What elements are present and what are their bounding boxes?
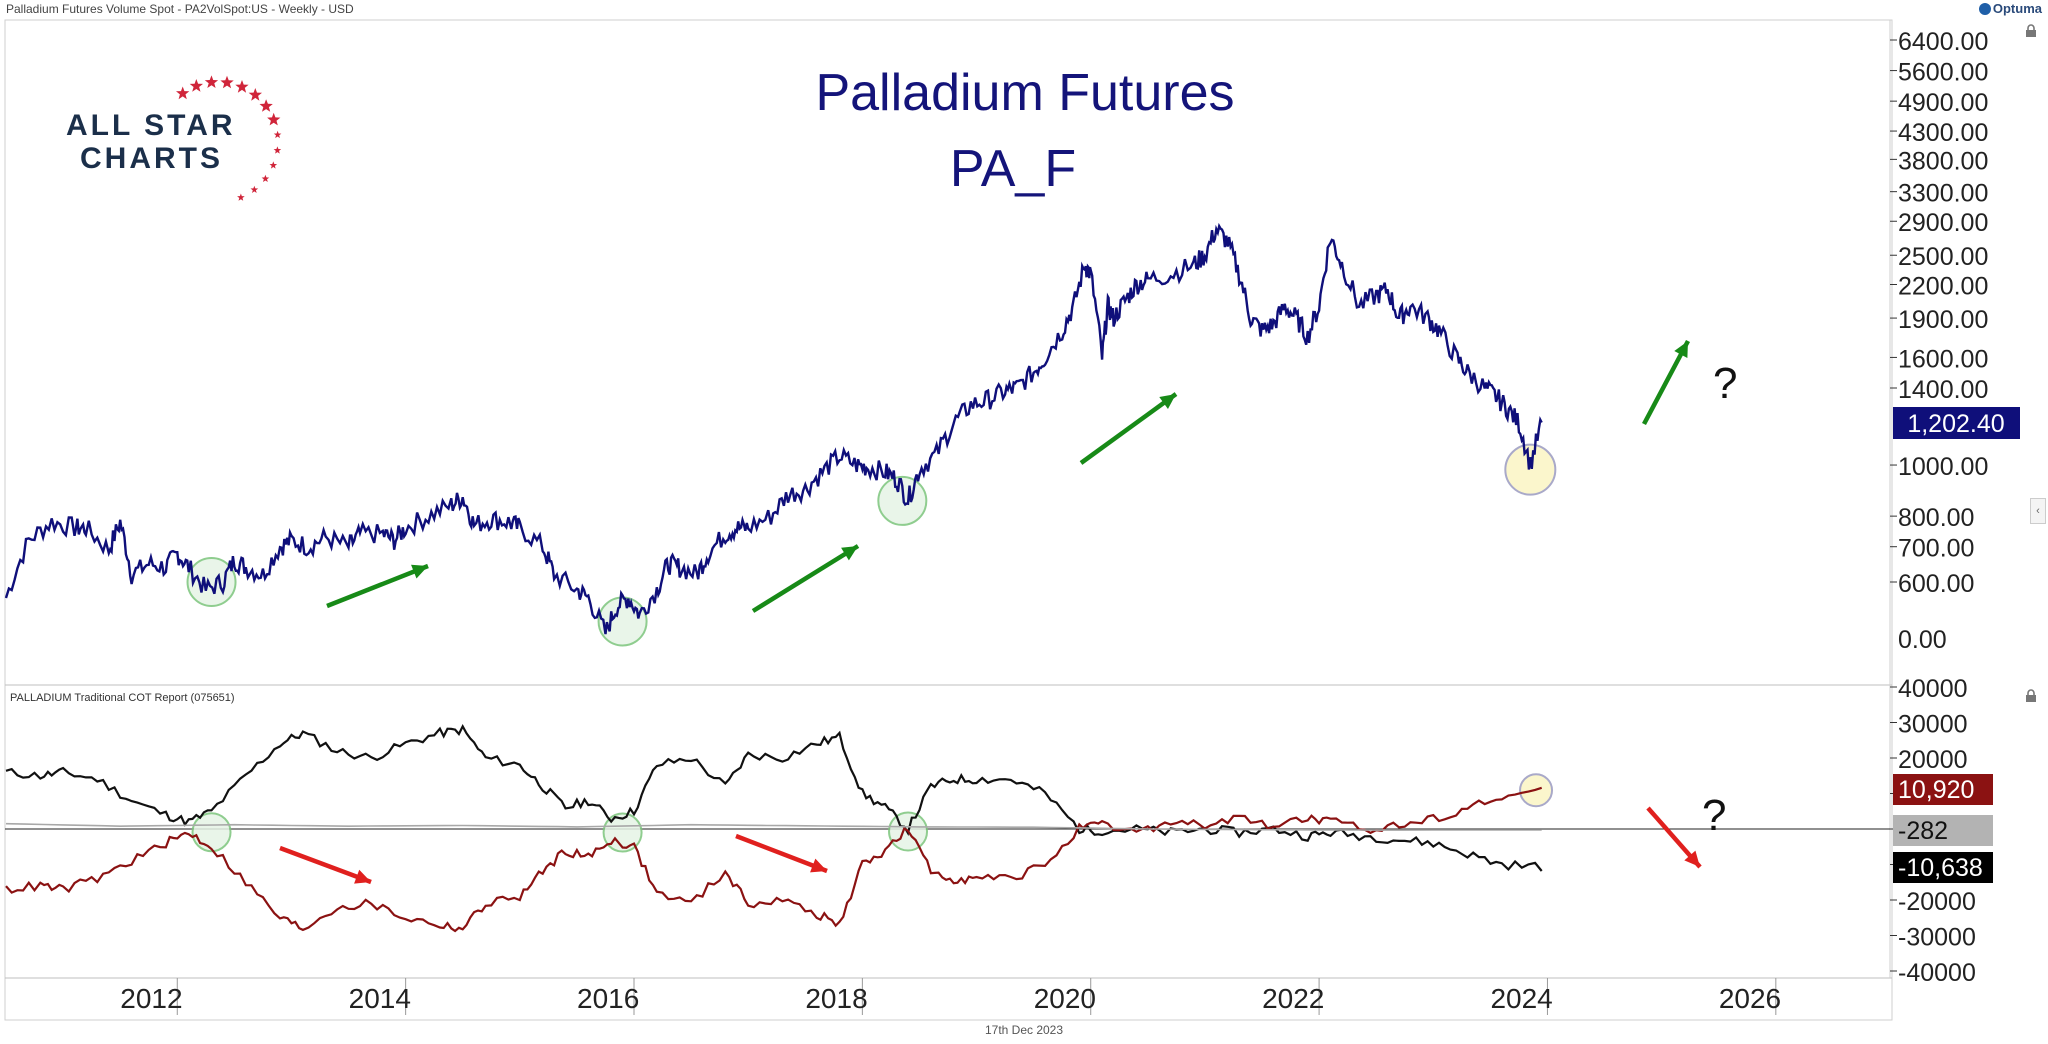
cot-trend-arrow	[279, 845, 372, 885]
logo-star	[267, 112, 281, 126]
x-tick-label: 2014	[349, 983, 411, 1014]
cot-last-value-badge	[1893, 815, 1993, 846]
trend-arrow	[1079, 392, 1178, 465]
cot-y-tick-label: -40000	[1898, 959, 1976, 987]
cot-y-tick-label: 20000	[1898, 746, 1968, 774]
logo-star	[204, 75, 219, 88]
y-tick-label: 4300.00	[1898, 119, 1988, 147]
logo-star	[273, 146, 282, 154]
y-tick-label: 1900.00	[1898, 306, 1988, 334]
price-series-line	[4, 222, 1543, 635]
y-tick-label: 1400.00	[1898, 376, 1988, 404]
x-tick-label: 2018	[805, 983, 867, 1014]
y-tick-label: 0.00	[1898, 626, 1947, 654]
trend-arrow-head	[411, 564, 428, 579]
cot-last-value-label: -10,638	[1898, 854, 1983, 882]
cot-y-tick-label: -30000	[1898, 924, 1976, 952]
lock-icon[interactable]	[2024, 24, 2038, 38]
cot-series-line	[5, 822, 1542, 831]
x-tick-label: 2016	[577, 983, 639, 1014]
chart-source-title: Palladium Futures Volume Spot - PA2VolSp…	[6, 2, 354, 16]
logo-star	[235, 80, 249, 93]
x-tick-label: 2012	[120, 983, 182, 1014]
all-star-charts-logo: ALL STAR CHARTS	[66, 75, 282, 201]
y-tick-label: 2900.00	[1898, 209, 1988, 237]
x-tick-label: 2026	[1719, 983, 1781, 1014]
y-tick-label: 600.00	[1898, 570, 1974, 598]
logo-star	[237, 193, 245, 201]
logo-star	[220, 75, 234, 89]
chart-subtitle: PA_F	[950, 140, 1076, 198]
cot-trend-arrow-head	[1684, 850, 1700, 867]
support-highlight-circle	[597, 596, 648, 647]
y-tick-label: 1000.00	[1898, 453, 1988, 481]
x-tick-label: 2024	[1490, 983, 1552, 1014]
trend-arrow-head	[841, 546, 858, 561]
cot-last-value-label: 10,920	[1898, 776, 1974, 804]
logo-line1: ALL STAR	[66, 109, 236, 142]
cot-series-line	[5, 724, 1543, 872]
cot-highlight-circle	[191, 812, 232, 853]
y-tick-label: 2200.00	[1898, 273, 1988, 301]
y-tick-label: 1600.00	[1898, 345, 1988, 373]
trend-arrow	[326, 563, 429, 609]
logo-line2: CHARTS	[80, 142, 223, 175]
logo-star	[261, 174, 270, 182]
last-price-badge	[1893, 407, 2020, 439]
brand-name: Optuma	[1992, 1, 2042, 16]
y-tick-label: 4900.00	[1898, 89, 1988, 117]
cot-last-value-badge	[1893, 774, 1993, 805]
cot-trend-arrow-head	[354, 869, 371, 884]
current-highlight-circle	[1504, 443, 1557, 496]
logo-star	[273, 130, 282, 139]
logo-star	[176, 86, 190, 100]
cot-last-value-badge	[1893, 852, 1993, 883]
chevron-left-icon[interactable]: ‹	[2030, 498, 2046, 524]
cot-panel-title: PALLADIUM Traditional COT Report (075651…	[10, 692, 235, 704]
cot-y-tick-label: 40000	[1898, 675, 1968, 703]
y-tick-label: 700.00	[1898, 535, 1974, 563]
lock-icon[interactable]	[2024, 689, 2038, 703]
y-tick-label: 2500.00	[1898, 243, 1988, 271]
y-tick-label: 5600.00	[1898, 59, 1988, 87]
question-mark: ?	[1713, 359, 1737, 408]
last-price-label: 1,202.40	[1907, 410, 2004, 438]
trend-arrow	[1642, 339, 1690, 426]
logo-star	[269, 161, 278, 169]
trend-arrow-head	[1674, 341, 1688, 358]
cot-last-value-label: -282	[1898, 817, 1948, 845]
brand-logo[interactable]: Optuma	[1978, 1, 2042, 16]
trend-arrow	[751, 544, 860, 613]
logo-star	[259, 99, 273, 112]
y-tick-label: 3300.00	[1898, 180, 1988, 208]
logo-stars	[176, 75, 282, 201]
logo-star	[189, 79, 203, 92]
footer-date: 17th Dec 2023	[984, 1023, 1064, 1037]
header-bar: Palladium Futures Volume Spot - PA2VolSp…	[0, 0, 2048, 20]
cot-y-tick-label: 30000	[1898, 711, 1968, 739]
cot-y-tick-label: -20000	[1898, 888, 1976, 916]
chart-title: Palladium Futures	[815, 64, 1234, 122]
x-tick-label: 2020	[1034, 983, 1096, 1014]
logo-star	[248, 88, 262, 101]
x-tick-label: 2022	[1262, 983, 1324, 1014]
y-tick-label: 6400.00	[1898, 28, 1988, 56]
chart-frame	[4, 19, 1893, 1021]
trend-arrow-head	[1159, 394, 1176, 409]
logo-star	[250, 185, 259, 193]
cot-trend-arrow-head	[810, 858, 827, 873]
y-tick-label: 800.00	[1898, 504, 1974, 532]
y-tick-label: 3800.00	[1898, 147, 1988, 175]
cot-trend-arrow	[735, 833, 828, 874]
optuma-logo-icon	[1978, 3, 1991, 15]
question-mark: ?	[1702, 791, 1726, 840]
cot-series-line	[5, 786, 1543, 933]
